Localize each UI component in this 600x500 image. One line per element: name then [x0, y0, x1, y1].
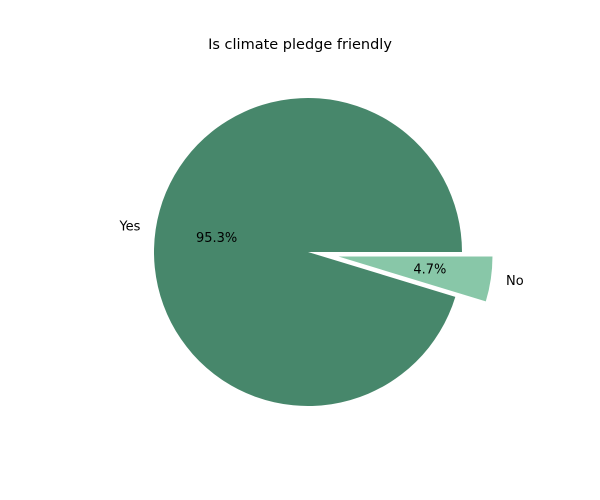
pie-slice-no: [338, 256, 493, 302]
slice-label-yes: Yes: [118, 220, 140, 235]
slice-label-no: No: [506, 274, 524, 289]
chart-title: Is climate pledge friendly: [208, 37, 392, 53]
slice-percent-yes: 95.3%: [196, 231, 237, 246]
slice-percent-no: 4.7%: [413, 263, 446, 278]
pie-slice-yes: [153, 98, 462, 407]
